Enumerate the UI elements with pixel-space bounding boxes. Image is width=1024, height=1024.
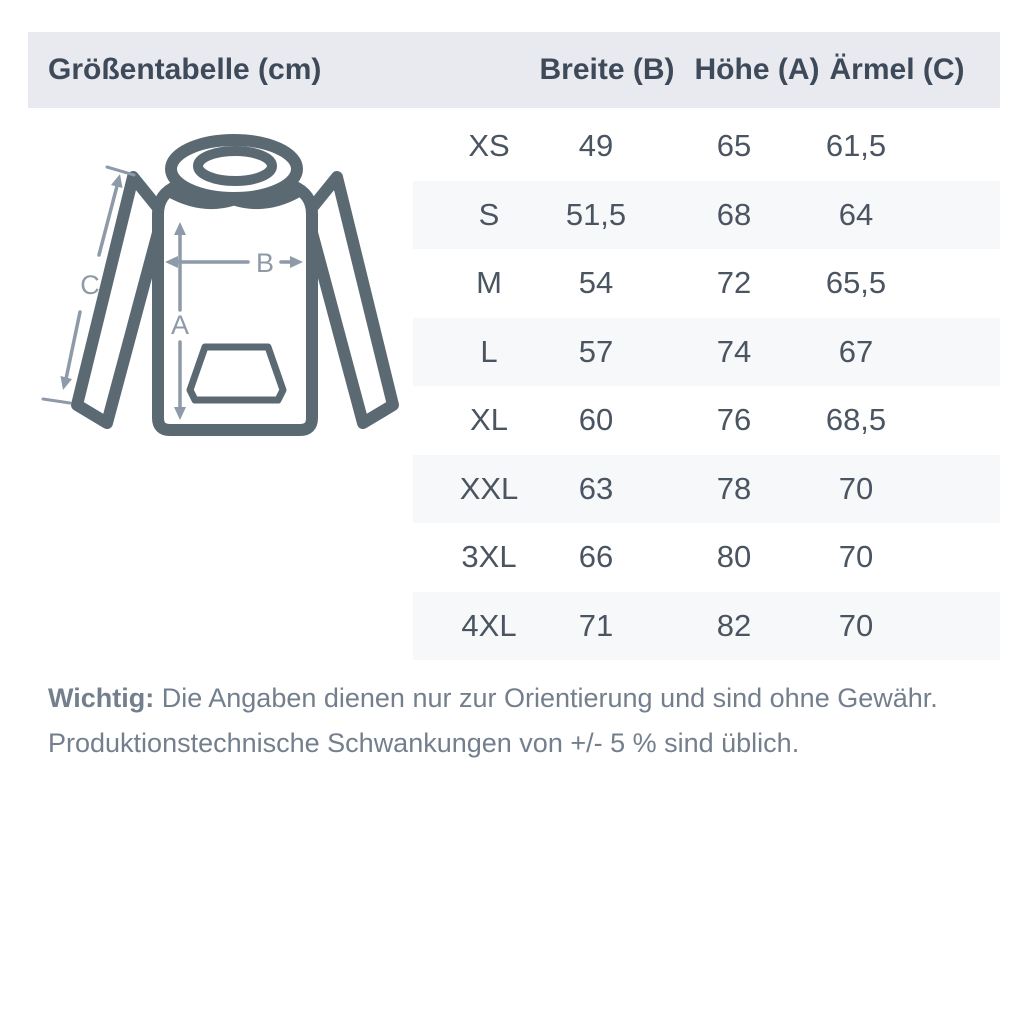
hoehe-cell: 68	[716, 196, 752, 232]
hoehe-cell: 65	[716, 128, 752, 163]
hoehe-cell: 76	[716, 402, 752, 437]
table-header-bar: Größentabelle (cm) Breite (B) Höhe (A) Ä…	[28, 32, 1000, 108]
breite-cell: 49	[578, 128, 614, 163]
breite-cell: 66	[578, 539, 614, 574]
disclaimer-note: Wichtig: Die Angaben dienen nur zur Orie…	[48, 676, 958, 766]
table-row: S 51,5 68 64	[413, 180, 1000, 249]
aermel-cell: 68,5	[825, 402, 887, 437]
size-cell: 3XL	[461, 539, 517, 574]
column-header-hoehe: Höhe (A)	[694, 53, 820, 86]
size-cell: S	[478, 196, 500, 232]
hoodie-illustration: A B C	[41, 134, 399, 436]
hoehe-cell: 74	[716, 333, 752, 369]
size-table: XS 49 65 61,5 S 51,5 68 64 M 54 72 65,5 …	[413, 112, 1000, 660]
arrowhead-b-left	[165, 256, 178, 268]
disclaimer-line-1-text: Die Angaben dienen nur zur Orientierung …	[154, 683, 938, 713]
size-cell: XL	[470, 402, 508, 437]
table-row: XXL 63 78 70	[413, 454, 1000, 523]
arrowhead-c-top	[111, 174, 123, 188]
breite-cell: 57	[578, 333, 614, 369]
hoehe-cell: 80	[716, 539, 752, 574]
hoodie-pocket	[186, 343, 287, 404]
dimension-label-a: A	[171, 310, 189, 340]
dimension-label-c: C	[80, 270, 100, 300]
column-header-breite: Breite (B)	[539, 53, 675, 86]
aermel-cell: 61,5	[825, 128, 887, 163]
size-cell: 4XL	[461, 607, 517, 643]
aermel-cell: 65,5	[825, 265, 887, 300]
aermel-cell: 70	[838, 470, 874, 506]
size-cell: L	[480, 333, 498, 369]
aermel-cell: 64	[838, 196, 874, 232]
hoodie-left-sleeve	[71, 171, 169, 429]
aermel-cell: 70	[838, 539, 874, 574]
sleeve-arrow-c	[41, 165, 136, 405]
table-row: XS 49 65 61,5	[413, 112, 1000, 181]
disclaimer-line-2: Produktionstechnische Schwankungen von +…	[48, 728, 800, 758]
size-cell: M	[476, 265, 502, 300]
size-cell: XS	[468, 128, 510, 163]
table-row: 3XL 66 80 70	[413, 523, 1000, 592]
arrowhead-b-right	[290, 256, 303, 268]
aermel-cell: 70	[838, 607, 874, 643]
table-row: 4XL 71 82 70	[413, 591, 1000, 660]
page-title: Größentabelle (cm)	[48, 53, 322, 86]
arrowhead-c-bottom	[60, 376, 72, 390]
hoehe-cell: 78	[716, 470, 752, 506]
hoodie-diagram: A B C	[35, 122, 405, 462]
arrowhead-a-bottom	[174, 407, 186, 420]
aermel-cell: 67	[838, 333, 874, 369]
table-row: L 57 74 67	[413, 317, 1000, 386]
breite-cell: 51,5	[565, 196, 627, 232]
hoodie-right-sleeve	[301, 171, 399, 429]
hoehe-cell: 72	[716, 265, 752, 300]
hoodie-hood-inner	[193, 146, 277, 186]
size-cell: XXL	[459, 470, 519, 506]
arrowhead-a-top	[174, 222, 186, 235]
dimension-label-b: B	[256, 248, 274, 278]
disclaimer-bold-label: Wichtig:	[48, 683, 155, 713]
breite-cell: 60	[578, 402, 614, 437]
table-row: XL 60 76 68,5	[413, 386, 1000, 455]
breite-cell: 71	[578, 607, 614, 643]
breite-cell: 63	[578, 470, 614, 506]
breite-cell: 54	[578, 265, 614, 300]
column-header-aermel: Ärmel (C)	[829, 53, 965, 86]
disclaimer-line-1: Wichtig: Die Angaben dienen nur zur Orie…	[48, 676, 958, 721]
hoehe-cell: 82	[716, 607, 752, 643]
table-row: M 54 72 65,5	[413, 249, 1000, 318]
